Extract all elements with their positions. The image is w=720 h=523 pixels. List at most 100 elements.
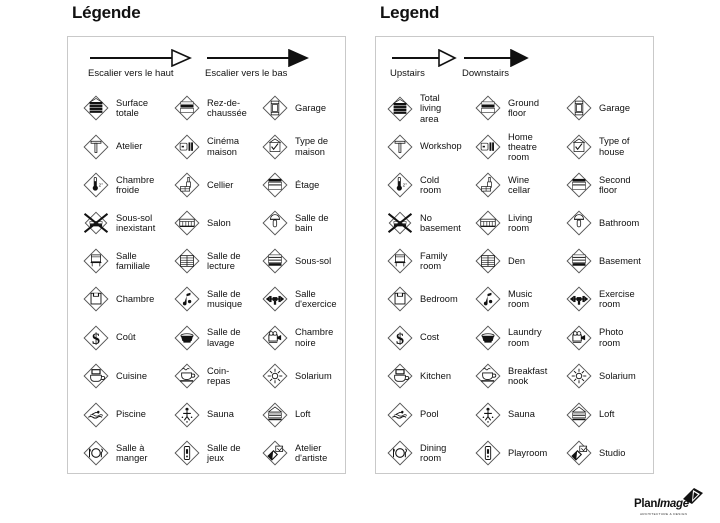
downstairs-arrow-icon	[464, 49, 529, 67]
playroom-icon	[473, 438, 503, 468]
loft-icon	[260, 400, 290, 430]
second-floor-icon	[260, 170, 290, 200]
upstairs-arrow-label: Upstairs	[390, 68, 425, 79]
legend-item: Loft	[564, 400, 656, 430]
legend-item: Loft	[260, 400, 348, 430]
photo-room-icon	[260, 323, 290, 353]
logo-tagline: ARCHITECTURE & DESIGN	[640, 512, 688, 516]
legend-item-label: Sous-sol	[295, 255, 332, 266]
living-room-icon	[473, 208, 503, 238]
legend-item: Photo room	[564, 323, 656, 353]
legend-item-label: Kitchen	[420, 370, 452, 381]
downstairs-arrow-item: Downstairs	[462, 49, 530, 79]
upstairs-arrow-item: Upstairs	[390, 49, 458, 79]
legend-item-label: Salle à manger	[116, 442, 148, 463]
laundry-room-icon	[473, 323, 503, 353]
dining-room-icon	[385, 438, 415, 468]
legend-item-label: Total living area	[420, 93, 442, 124]
music-room-icon	[172, 284, 202, 314]
house-type-icon	[260, 132, 290, 162]
exercise-room-icon	[564, 284, 594, 314]
legend-item-label: Playroom	[508, 447, 548, 458]
legend-item: Solarium	[260, 361, 348, 391]
bathroom-icon	[260, 208, 290, 238]
legend-item: 2° Cold room	[385, 170, 475, 200]
legend-item-label: Chambre noire	[295, 327, 334, 348]
logo-word-image: Image	[657, 498, 689, 510]
exercise-room-icon	[260, 284, 290, 314]
legend-item-label: Coût	[116, 332, 136, 343]
legend-box-english: Upstairs Downstairs Total living area Gro…	[375, 36, 654, 474]
legend-item-label: Sauna	[207, 409, 234, 420]
upstairs-arrow-icon	[392, 49, 457, 67]
legend-item: Atelier	[81, 132, 173, 162]
legend-item-label: Den	[508, 255, 526, 266]
legend-item: Music room	[473, 284, 565, 314]
legend-item-label: Cinéma maison	[207, 136, 240, 157]
legend-item: Salle de lavage	[172, 323, 262, 353]
legend-item: Salle de musique	[172, 284, 262, 314]
legend-item-label: Studio	[599, 447, 626, 458]
total-living-area-icon	[385, 94, 415, 124]
legend-item-label: Salle d'exercice	[295, 288, 337, 309]
svg-text:$: $	[92, 331, 100, 348]
svg-text:$: $	[396, 331, 404, 348]
legend-item: Salle familiale	[81, 246, 173, 276]
photo-room-icon	[564, 323, 594, 353]
legend-item-label: Garage	[295, 102, 327, 113]
total-living-area-icon	[81, 93, 111, 123]
legend-item: Home theatre room	[473, 132, 565, 163]
bathroom-icon	[564, 208, 594, 238]
legend-item-label: Surface totale	[116, 97, 149, 118]
second-floor-icon	[564, 170, 594, 200]
legend-item-label: Salle de musique	[207, 288, 243, 309]
legend-item: Ground floor	[473, 93, 565, 123]
sauna-icon	[473, 400, 503, 430]
legend-item: Rez-de- chaussée	[172, 93, 262, 123]
legend-item: Kitchen	[385, 361, 475, 391]
workshop-icon	[81, 132, 111, 162]
upstairs-arrow-label: Escalier vers le haut	[88, 68, 174, 79]
legend-item-label: Coin- repas	[207, 365, 231, 386]
legend-item: $ Cost	[385, 323, 475, 353]
legend-item: Sous-sol	[260, 246, 348, 276]
playroom-icon	[172, 438, 202, 468]
cold-room-icon: 2°	[385, 170, 415, 200]
cost-icon: $	[81, 323, 111, 353]
legend-item-label: Music room	[508, 288, 533, 309]
legend-item: Exercise room	[564, 284, 656, 314]
legend-item: Salle de jeux	[172, 438, 262, 468]
logo-wordmark: PlanImage	[634, 498, 689, 510]
loft-icon	[564, 400, 594, 430]
legend-item-label: Garage	[599, 102, 631, 113]
legend-item-label: Atelier d'artiste	[295, 442, 328, 463]
legend-item: Studio	[564, 438, 656, 468]
sauna-icon	[172, 400, 202, 430]
legend-item-label: Rez-de- chaussée	[207, 97, 247, 118]
legend-item-label: Salle de bain	[295, 212, 329, 233]
legend-item-label: Ground floor	[508, 97, 540, 118]
family-room-icon	[385, 246, 415, 276]
den-icon	[172, 246, 202, 276]
legend-item: Surface totale	[81, 93, 173, 123]
legend-item-label: Salle de lavage	[207, 327, 241, 348]
den-icon	[473, 246, 503, 276]
logo-word-plan: Plan	[634, 498, 658, 510]
no-basement-icon	[81, 208, 111, 238]
garage-icon	[260, 93, 290, 123]
legend-item-label: Second floor	[599, 174, 631, 195]
upstairs-arrow-icon	[90, 49, 192, 67]
downstairs-arrow-label: Escalier vers le bas	[205, 68, 288, 79]
house-type-icon	[564, 132, 594, 162]
legend-item: Dining room	[385, 438, 475, 468]
downstairs-arrow-label: Downstairs	[462, 68, 509, 79]
legend-item-label: Cold room	[420, 174, 442, 195]
legend-item-label: No basement	[420, 212, 461, 233]
legend-item-label: Laundry room	[508, 327, 542, 348]
stairs-arrows-french: Escalier vers le haut Escalier vers le b…	[68, 49, 345, 93]
legend-item: Cinéma maison	[172, 132, 262, 162]
bedroom-icon	[81, 284, 111, 314]
legend-item: Sauna	[172, 400, 262, 430]
legend-item: Garage	[260, 93, 348, 123]
workshop-icon	[385, 132, 415, 162]
